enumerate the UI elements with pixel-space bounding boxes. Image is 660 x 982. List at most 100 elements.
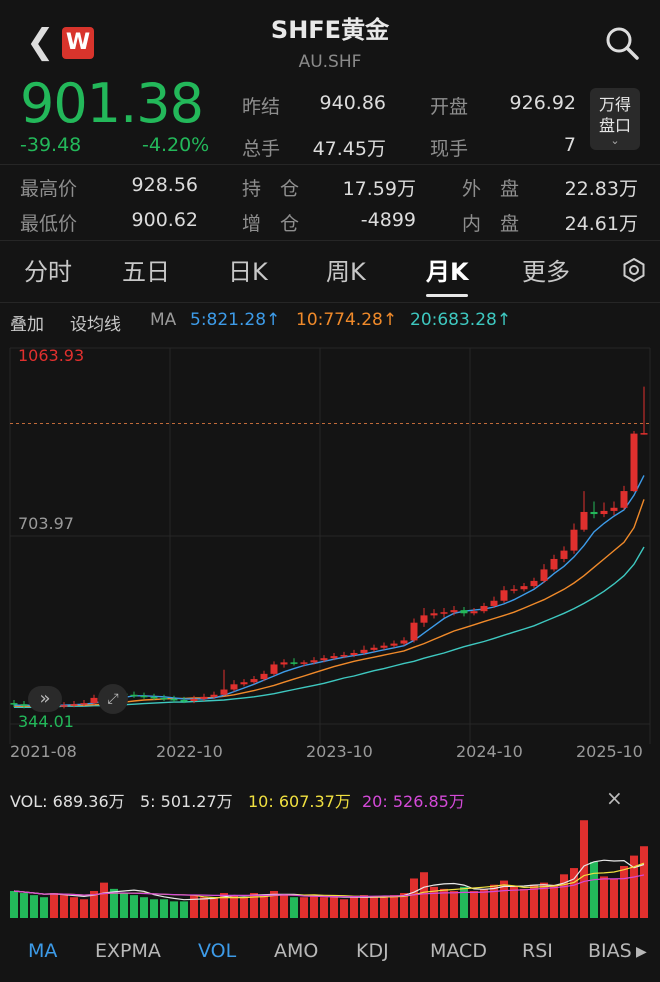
volume-bar — [260, 895, 268, 918]
volume-bar — [340, 899, 348, 918]
indicator-amo[interactable]: AMO — [274, 940, 319, 962]
wd-label-1: 万得 — [598, 95, 631, 114]
candle-body — [620, 491, 628, 508]
volume-bar — [530, 884, 538, 918]
candle-body — [590, 511, 598, 515]
volume-bar — [570, 868, 578, 918]
volume-bar — [80, 899, 88, 918]
tab-more[interactable]: 更多 — [522, 258, 570, 286]
close-icon[interactable]: × — [606, 786, 623, 810]
indicator-kdj[interactable]: KDJ — [356, 940, 389, 962]
price-axis-min: 344.01 — [18, 712, 74, 731]
volume-bar — [210, 897, 218, 918]
tab-five-day[interactable]: 五日 — [122, 258, 170, 286]
tab-weekly-k[interactable]: 周K — [326, 258, 366, 286]
volume-bar — [620, 866, 628, 918]
candle-body — [240, 682, 248, 685]
wind-orderbook-button[interactable]: 万得 盘口 ⌄ — [590, 88, 640, 150]
time-axis-label: 2022-10 — [156, 742, 223, 761]
candle-body — [370, 647, 378, 650]
time-axis-label: 2025-10 — [576, 742, 643, 761]
field-label: 现手 — [430, 138, 469, 160]
volume-bar — [610, 878, 618, 918]
ma10-line — [14, 499, 645, 707]
volume-bar — [490, 884, 498, 918]
back-icon[interactable]: ❮ — [26, 22, 55, 62]
candle-body — [490, 600, 498, 606]
field-label: 持 仓 — [242, 178, 300, 200]
candle-body — [290, 662, 298, 664]
tab-monthly-k[interactable]: 月K — [426, 258, 469, 286]
candle-body — [230, 684, 238, 690]
field-label: 总手 — [242, 138, 281, 160]
scroll-forward-icon[interactable]: » — [28, 686, 62, 712]
volume-bar — [120, 893, 128, 918]
search-icon[interactable] — [604, 25, 640, 61]
candlestick-chart[interactable] — [0, 338, 660, 768]
candle-body — [60, 705, 68, 707]
volume-bar — [160, 899, 168, 918]
volume-bar — [100, 882, 108, 918]
price-axis-max: 1063.93 — [18, 346, 85, 365]
indicator-expma[interactable]: EXPMA — [95, 940, 161, 962]
price-change: -39.48 — [20, 134, 82, 156]
field-label: 最低价 — [20, 213, 78, 235]
field-value: 900.62 — [131, 209, 198, 231]
volume-bar — [220, 893, 228, 918]
candle-body — [20, 704, 28, 706]
field-value: 940.86 — [319, 92, 386, 114]
volume-bar — [330, 897, 338, 918]
volume-bar — [540, 882, 548, 918]
indicator-rsi[interactable]: RSI — [522, 940, 553, 962]
candle-body — [390, 643, 398, 646]
tab-intraday[interactable]: 分时 — [24, 258, 72, 286]
candle-body — [360, 649, 368, 653]
set-ma-button[interactable]: 设均线 — [70, 315, 121, 335]
candle-body — [550, 558, 558, 570]
indicator-vol[interactable]: VOL — [198, 940, 237, 962]
volume-bar — [240, 897, 248, 918]
volume-bar — [450, 890, 458, 918]
overlay-button[interactable]: 叠加 — [10, 315, 44, 335]
candle-body — [150, 696, 158, 699]
indicator-ma[interactable]: MA — [28, 940, 58, 962]
instrument-code: AU.SHF — [298, 52, 362, 72]
volume-bar — [320, 897, 328, 918]
candle-body — [480, 605, 488, 612]
volume-bar — [520, 888, 528, 918]
volume-bar — [500, 880, 508, 918]
scroll-right-icon[interactable]: ▶ — [636, 944, 647, 960]
field-label: 内 盘 — [462, 213, 520, 235]
candle-body — [250, 679, 258, 683]
wind-logo-icon[interactable]: W — [62, 27, 94, 59]
vol-value: VOL: 689.36万 — [10, 792, 125, 811]
expand-icon[interactable]: ⤢ — [98, 684, 128, 714]
field-value: 24.61万 — [564, 213, 638, 235]
field-value: 47.45万 — [312, 138, 386, 160]
candle-body — [170, 698, 178, 701]
candle-body — [260, 673, 268, 680]
candle-body — [410, 622, 418, 641]
gear-icon[interactable] — [622, 258, 646, 282]
candle-body — [640, 433, 648, 435]
volume-chart — [10, 820, 648, 918]
time-axis-label: 2024-10 — [456, 742, 523, 761]
tab-daily-k[interactable]: 日K — [228, 258, 268, 286]
vol-ma20-line — [13, 874, 645, 898]
field-value: 17.59万 — [342, 178, 416, 200]
indicator-macd[interactable]: MACD — [430, 940, 487, 962]
volume-bar — [430, 886, 438, 918]
volume-bar — [550, 884, 558, 918]
volume-bar — [190, 895, 198, 918]
volume-bar — [150, 899, 158, 918]
field-label: 开盘 — [430, 96, 469, 118]
candle-body — [340, 655, 348, 657]
volume-bar — [510, 886, 518, 918]
candle-body — [80, 703, 88, 705]
indicator-bias[interactable]: BIAS — [588, 940, 632, 962]
time-axis-label: 2023-10 — [306, 742, 373, 761]
vol5-value: 5: 501.27万 — [140, 792, 233, 811]
volume-bar — [470, 890, 478, 918]
candle-body — [160, 697, 168, 700]
volume-bar — [110, 888, 118, 918]
